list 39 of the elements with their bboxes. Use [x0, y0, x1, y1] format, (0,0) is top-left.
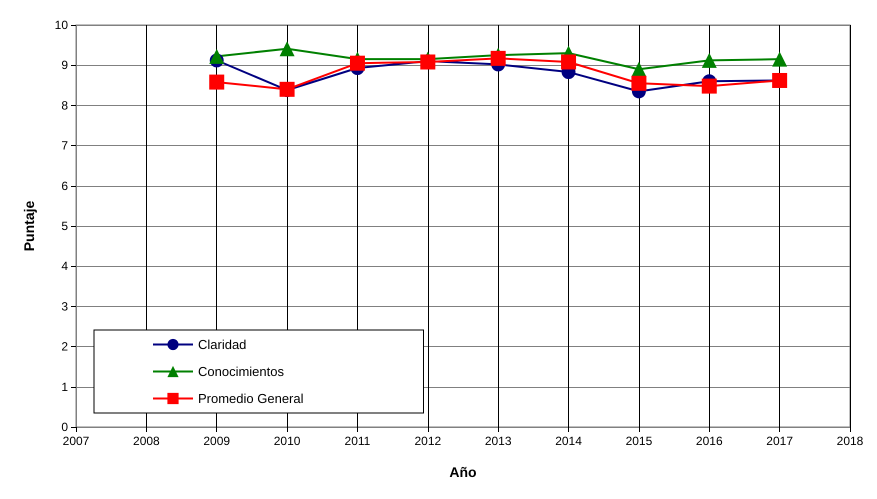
- point: [631, 76, 646, 91]
- point: [702, 52, 717, 68]
- x-tick-label: 2016: [696, 434, 723, 448]
- y-tick-label: 4: [61, 259, 68, 274]
- x-tick-label: 2015: [626, 434, 653, 448]
- point: [280, 41, 295, 56]
- legend-label: Promedio General: [198, 391, 304, 406]
- x-tick-label: 2012: [414, 434, 442, 448]
- y-tick-label: 3: [61, 299, 68, 314]
- point: [631, 62, 646, 77]
- y-axis-title: Puntaje: [21, 200, 37, 252]
- y-tick-label: 7: [61, 138, 68, 153]
- y-tick-label: 6: [61, 178, 68, 193]
- x-tick-label: 2009: [203, 434, 230, 448]
- y-tick-label: 9: [61, 58, 68, 72]
- x-tick-label: 2017: [766, 434, 794, 448]
- point: [772, 52, 788, 67]
- point: [209, 48, 224, 64]
- y-tick-label: 5: [61, 219, 68, 233]
- point: [561, 54, 576, 70]
- legend-label: Conocimientos: [198, 364, 284, 379]
- y-tick-label: 1: [61, 380, 68, 394]
- y-tick-label: 0: [61, 420, 68, 434]
- legend-label: Claridad: [198, 337, 246, 352]
- point: [490, 50, 506, 66]
- point: [350, 56, 365, 71]
- x-tick-label: 2008: [133, 434, 160, 448]
- x-tick-label: 2011: [344, 434, 371, 448]
- x-axis-title: Año: [449, 464, 477, 480]
- y-tick-label: 10: [54, 18, 68, 32]
- x-tick-label: 2013: [484, 434, 512, 448]
- y-tick-label: 2: [61, 340, 68, 354]
- x-tick-label: 2007: [62, 434, 90, 448]
- y-tick-label: 8: [61, 98, 68, 112]
- x-tick-label: 2010: [274, 434, 301, 448]
- x-tick-label: 2014: [555, 434, 582, 448]
- point: [209, 74, 224, 90]
- point: [702, 78, 717, 94]
- x-tick-label: 2018: [836, 434, 864, 448]
